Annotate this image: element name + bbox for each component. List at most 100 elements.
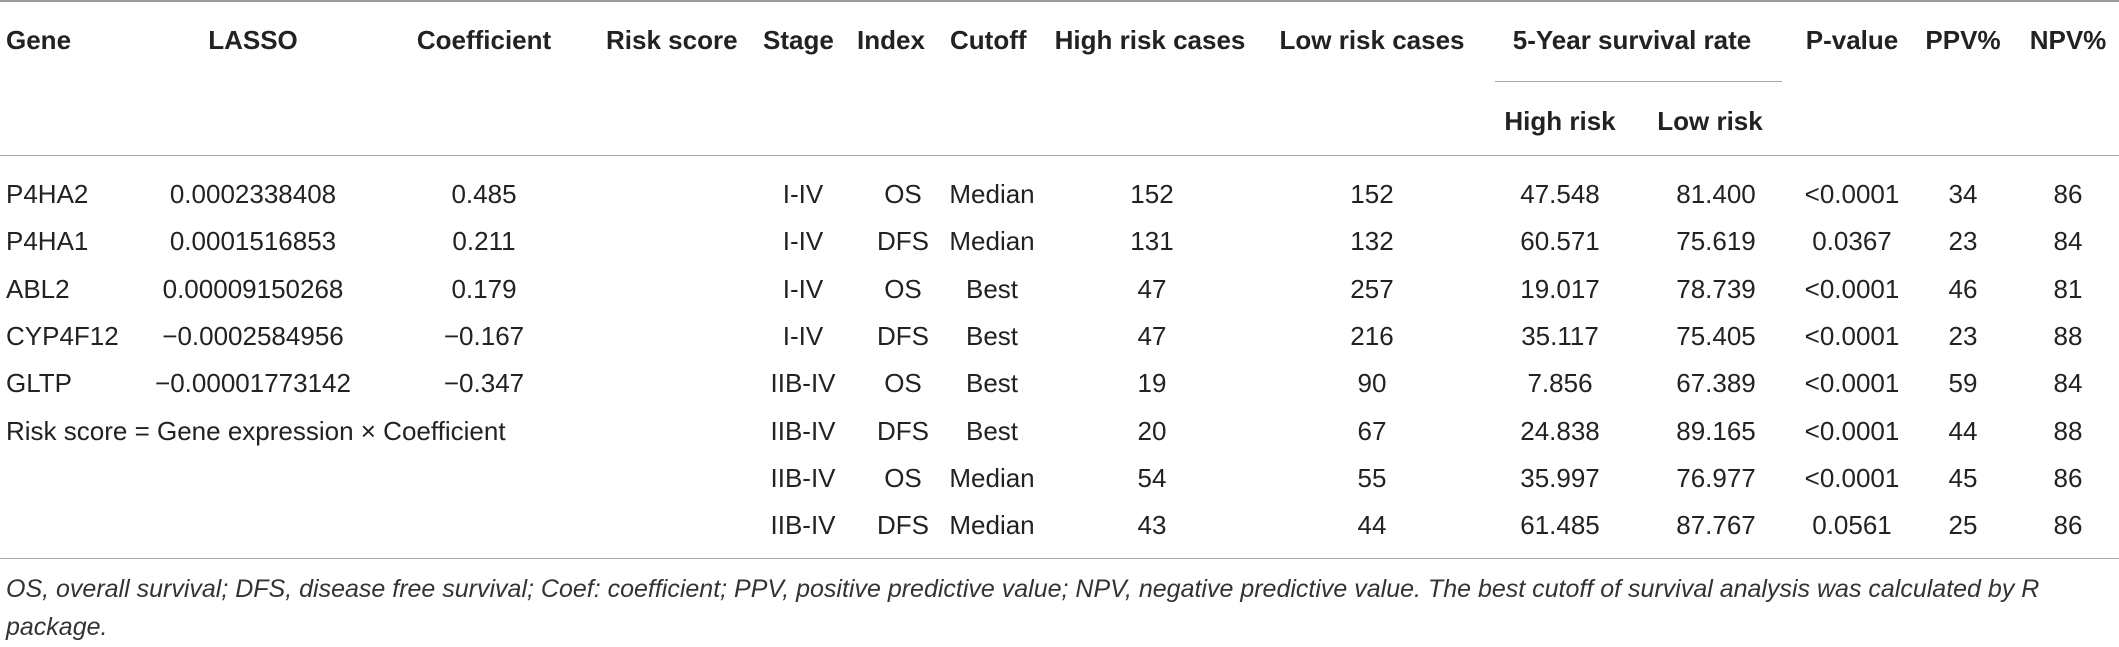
lasso-value: 0.00009150268 bbox=[162, 273, 344, 304]
high-risk-cases-cell: 20 bbox=[1137, 415, 1167, 446]
cutoff-cell: Best bbox=[965, 415, 1019, 446]
ppv-cell: 46 bbox=[1948, 273, 1978, 304]
lasso-value: 0.0002338408 bbox=[169, 179, 337, 209]
header-cutoff: Cutoff bbox=[950, 25, 1027, 55]
high-risk-cases-cell: 131 bbox=[1130, 226, 1174, 257]
high-risk-rate-cell: 47.548 bbox=[1520, 179, 1600, 209]
npv-cell: 88 bbox=[2053, 415, 2083, 446]
header-survival-rate: 5-Year survival rate bbox=[1512, 25, 1752, 55]
cutoff-cell: Best bbox=[965, 368, 1019, 399]
header-ppv: PPV% bbox=[1925, 25, 2001, 55]
p-value-cell: <0.0001 bbox=[1804, 462, 1900, 493]
gene-name: CYP4F12 bbox=[6, 320, 119, 351]
low-risk-rate-cell: 75.619 bbox=[1676, 226, 1756, 257]
low-risk-rate-cell: 81.400 bbox=[1676, 179, 1756, 209]
gene-name: GLTP bbox=[6, 368, 72, 399]
header-low-risk-cases: Low risk cases bbox=[1279, 25, 1465, 55]
coefficient-value: 0.211 bbox=[452, 226, 516, 257]
low-risk-cases-cell: 132 bbox=[1350, 226, 1394, 257]
high-risk-cases-cell: 43 bbox=[1137, 510, 1167, 541]
ppv-cell: 44 bbox=[1948, 415, 1978, 446]
index-cell: OS bbox=[884, 179, 922, 209]
stage-cell: I-IV bbox=[782, 179, 824, 209]
coefficient-value: 0.485 bbox=[451, 179, 517, 209]
npv-cell: 81 bbox=[2053, 273, 2083, 304]
lasso-value: −0.00001773142 bbox=[155, 368, 351, 399]
ppv-cell: 23 bbox=[1948, 320, 1978, 351]
header-bottom-rule bbox=[0, 155, 2119, 156]
low-risk-cases-cell: 44 bbox=[1357, 510, 1387, 541]
coefficient-value: −0.167 bbox=[443, 320, 525, 351]
low-risk-rate-cell: 78.739 bbox=[1676, 273, 1756, 304]
stage-cell: IIB-IV bbox=[770, 415, 836, 446]
survival-group-rule bbox=[1495, 81, 1782, 82]
header-lasso: LASSO bbox=[208, 25, 298, 55]
lasso-value: 0.0001516853 bbox=[169, 226, 337, 257]
header-gene: Gene bbox=[6, 25, 72, 55]
npv-cell: 86 bbox=[2053, 462, 2083, 493]
high-risk-rate-cell: 24.838 bbox=[1520, 415, 1600, 446]
cutoff-cell: Best bbox=[965, 273, 1019, 304]
low-risk-cases-cell: 257 bbox=[1350, 273, 1394, 304]
cutoff-cell: Median bbox=[949, 226, 1035, 257]
stage-cell: I-IV bbox=[782, 320, 824, 351]
high-risk-rate-cell: 19.017 bbox=[1520, 273, 1600, 304]
header-high-risk-cases: High risk cases bbox=[1054, 25, 1246, 55]
ppv-cell: 59 bbox=[1948, 368, 1978, 399]
npv-cell: 84 bbox=[2053, 368, 2083, 399]
low-risk-cases-cell: 67 bbox=[1357, 415, 1387, 446]
table-bottom-rule bbox=[0, 558, 2119, 559]
npv-cell: 86 bbox=[2053, 510, 2083, 541]
index-cell: DFS bbox=[877, 510, 929, 541]
high-risk-rate-cell: 60.571 bbox=[1520, 226, 1600, 257]
high-risk-cases-cell: 47 bbox=[1137, 273, 1167, 304]
lasso-value: −0.0002584956 bbox=[162, 320, 344, 351]
index-cell: DFS bbox=[877, 415, 929, 446]
p-value-cell: <0.0001 bbox=[1804, 179, 1900, 209]
low-risk-cases-cell: 152 bbox=[1350, 179, 1394, 209]
high-risk-cases-cell: 54 bbox=[1137, 462, 1167, 493]
npv-cell: 84 bbox=[2053, 226, 2083, 257]
ppv-cell: 34 bbox=[1948, 179, 1978, 209]
high-risk-cases-cell: 152 bbox=[1130, 179, 1174, 209]
ppv-cell: 45 bbox=[1948, 462, 1978, 493]
high-risk-rate-cell: 35.117 bbox=[1521, 320, 1599, 351]
header-high-risk: High risk bbox=[1504, 106, 1616, 136]
cutoff-cell: Median bbox=[949, 510, 1035, 541]
high-risk-cases-cell: 47 bbox=[1137, 320, 1167, 351]
coefficient-value: −0.347 bbox=[443, 368, 525, 399]
index-cell: OS bbox=[884, 462, 922, 493]
low-risk-rate-cell: 75.405 bbox=[1676, 320, 1756, 351]
p-value-cell: <0.0001 bbox=[1804, 415, 1900, 446]
ppv-cell: 23 bbox=[1948, 226, 1978, 257]
cutoff-cell: Median bbox=[949, 179, 1035, 209]
header-stage: Stage bbox=[763, 25, 834, 55]
gene-name: ABL2 bbox=[6, 273, 70, 304]
table-footnote: OS, overall survival; DFS, disease free … bbox=[6, 575, 2040, 641]
cutoff-cell: Median bbox=[949, 462, 1035, 493]
gene-name: P4HA1 bbox=[6, 226, 89, 257]
p-value-cell: 0.0561 bbox=[1812, 510, 1892, 541]
index-cell: OS bbox=[884, 368, 922, 399]
low-risk-cases-cell: 216 bbox=[1350, 320, 1394, 351]
npv-cell: 86 bbox=[2053, 179, 2083, 209]
stage-cell: I-IV bbox=[782, 226, 824, 257]
p-value-cell: 0.0367 bbox=[1812, 226, 1892, 257]
header-coefficient: Coefficient bbox=[416, 25, 552, 55]
stage-cell: IIB-IV bbox=[770, 368, 836, 399]
high-risk-cases-cell: 19 bbox=[1137, 368, 1167, 399]
risk-score-formula: Risk score = Gene expression × Coefficie… bbox=[6, 416, 506, 446]
p-value-cell: <0.0001 bbox=[1804, 273, 1900, 304]
stage-cell: I-IV bbox=[782, 273, 824, 304]
header-p-value: P-value bbox=[1805, 25, 1899, 55]
gene-name: P4HA2 bbox=[6, 179, 89, 209]
low-risk-rate-cell: 76.977 bbox=[1676, 462, 1756, 493]
header-risk-score: Risk score bbox=[606, 25, 738, 55]
low-risk-rate-cell: 87.767 bbox=[1676, 510, 1756, 541]
cutoff-cell: Best bbox=[965, 320, 1019, 351]
index-cell: DFS bbox=[877, 320, 929, 351]
high-risk-rate-cell: 61.485 bbox=[1520, 510, 1600, 541]
table-top-rule bbox=[0, 0, 2119, 2]
stage-cell: IIB-IV bbox=[770, 462, 836, 493]
low-risk-cases-cell: 90 bbox=[1357, 368, 1387, 399]
